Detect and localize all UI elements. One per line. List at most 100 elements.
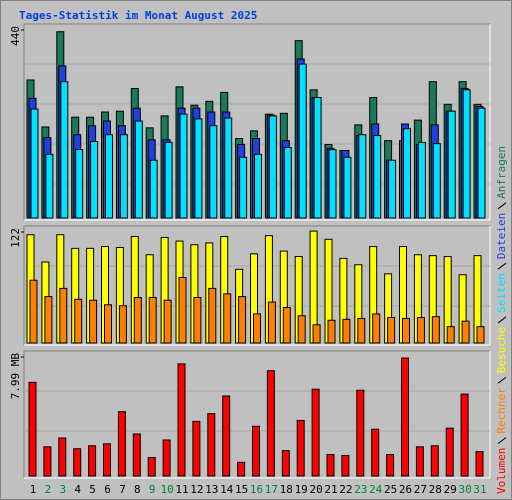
bar	[119, 134, 128, 219]
x-tick-label: 23	[354, 483, 367, 496]
bar	[476, 326, 485, 344]
bar	[194, 118, 203, 219]
bar	[207, 413, 216, 477]
bar	[43, 446, 52, 477]
bar	[223, 293, 232, 344]
bar	[402, 317, 410, 344]
x-tick-label: 22	[339, 483, 352, 496]
bar	[45, 153, 54, 219]
bar	[75, 149, 84, 219]
bar	[341, 454, 350, 477]
bar	[104, 304, 112, 344]
x-tick-label: 29	[444, 483, 457, 496]
bar	[178, 276, 187, 344]
x-tick-label: 7	[119, 483, 126, 496]
legend-separator	[497, 376, 507, 384]
bar	[430, 445, 439, 477]
bar	[237, 461, 246, 477]
bar	[28, 381, 37, 477]
bar	[162, 439, 171, 477]
x-tick-label: 24	[369, 483, 383, 496]
bar	[193, 297, 202, 344]
bar	[179, 113, 188, 219]
x-tick-label: 3	[59, 483, 66, 496]
bar	[445, 427, 454, 477]
bar	[297, 315, 306, 344]
x-tick-label: 6	[104, 483, 111, 496]
bar	[387, 317, 396, 344]
bar	[446, 326, 455, 344]
legend-separator	[497, 437, 507, 445]
x-tick-label: 5	[89, 483, 96, 496]
x-tick-label: 26	[399, 483, 412, 496]
x-tick-label: 15	[235, 483, 248, 496]
y-tick-label: 122	[9, 228, 22, 248]
bar	[327, 319, 336, 344]
bar	[386, 454, 395, 477]
bar	[105, 134, 113, 219]
bar	[44, 296, 53, 344]
bar	[238, 296, 247, 344]
bar	[73, 448, 82, 477]
x-tick-label: 18	[280, 483, 293, 496]
bar	[311, 388, 320, 477]
bar	[118, 305, 127, 344]
bar	[312, 324, 321, 344]
x-tick-label: 21	[324, 483, 337, 496]
x-tick-label: 13	[205, 483, 218, 496]
bar	[432, 143, 441, 219]
bar	[163, 299, 172, 344]
bar	[192, 420, 201, 477]
bar	[149, 159, 158, 219]
bar	[224, 117, 233, 219]
legend-separator	[497, 262, 507, 270]
bar	[90, 141, 99, 219]
bar	[342, 318, 351, 344]
bar	[475, 451, 484, 477]
bar	[29, 279, 38, 344]
chart-title: Tages-Statistik im Monat August 2025	[19, 9, 257, 22]
bar	[253, 313, 261, 344]
x-tick-label: 14	[220, 483, 234, 496]
bar	[372, 313, 381, 344]
bar	[358, 134, 367, 219]
bar	[296, 419, 305, 477]
bar	[371, 428, 380, 477]
x-tick-label: 30	[458, 483, 471, 496]
x-tick-label: 17	[265, 483, 278, 496]
legend-separator	[497, 202, 507, 210]
bar	[326, 454, 335, 477]
x-tick-label: 16	[250, 483, 263, 496]
bar	[415, 446, 424, 477]
x-tick-label: 1	[30, 483, 37, 496]
x-tick-label: 4	[74, 483, 81, 496]
bar	[252, 425, 260, 477]
bar	[58, 437, 67, 477]
bar	[373, 135, 382, 219]
bar	[356, 389, 365, 477]
bar	[416, 317, 425, 344]
x-tick-label: 20	[309, 483, 322, 496]
bar	[117, 411, 126, 477]
bar	[60, 81, 69, 219]
bar	[357, 317, 366, 344]
bar	[403, 128, 411, 219]
x-tick-label: 31	[473, 483, 486, 496]
bar	[30, 108, 39, 219]
x-tick-label: 19	[295, 483, 308, 496]
legend-entry: Rechner	[495, 387, 508, 434]
legend-entry: Dateien	[495, 213, 508, 259]
bar	[164, 141, 173, 219]
bar	[88, 445, 97, 477]
bar	[266, 370, 275, 477]
bar	[462, 89, 471, 219]
bar	[103, 443, 111, 477]
bar	[132, 433, 141, 477]
bar	[134, 120, 143, 219]
bar	[477, 107, 486, 219]
bar	[222, 395, 231, 477]
bar	[208, 287, 217, 344]
bar	[431, 316, 440, 344]
